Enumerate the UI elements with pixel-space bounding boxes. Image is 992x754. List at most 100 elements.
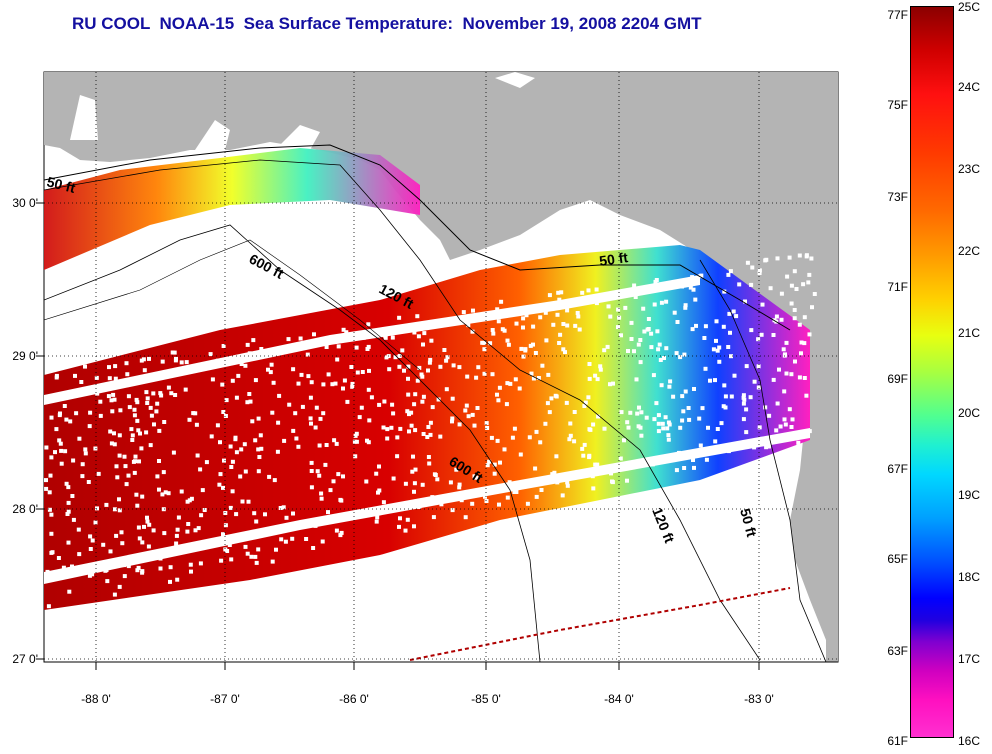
no-data-pixel (239, 447, 244, 452)
no-data-pixel (561, 322, 566, 326)
no-data-pixel (519, 346, 524, 351)
no-data-pixel (132, 413, 137, 418)
no-data-pixel (112, 592, 117, 597)
no-data-pixel (256, 416, 261, 421)
no-data-pixel (611, 381, 615, 386)
no-data-pixel (410, 469, 415, 474)
no-data-pixel (638, 360, 643, 365)
no-data-pixel (395, 454, 400, 459)
no-data-pixel (354, 431, 359, 436)
no-data-pixel (83, 364, 87, 369)
no-data-pixel (366, 387, 371, 392)
no-data-pixel (752, 379, 757, 384)
no-data-pixel (243, 363, 248, 368)
no-data-pixel (248, 399, 253, 404)
no-data-pixel (139, 446, 144, 451)
no-data-pixel (741, 393, 746, 398)
no-data-pixel (221, 485, 225, 490)
no-data-pixel (623, 305, 628, 310)
no-data-pixel (602, 348, 607, 353)
no-data-pixel (215, 358, 220, 363)
no-data-pixel (88, 534, 93, 539)
no-data-pixel (234, 512, 239, 517)
no-data-pixel (132, 470, 137, 475)
no-data-pixel (485, 463, 490, 468)
no-data-pixel (151, 528, 156, 533)
no-data-pixel (179, 360, 184, 365)
no-data-pixel (779, 291, 784, 296)
contour-50ft-east (699, 259, 827, 662)
no-data-pixel (797, 253, 802, 258)
no-data-pixel (125, 372, 130, 377)
no-data-pixel (749, 282, 754, 287)
no-data-pixel (405, 517, 410, 522)
no-data-pixel (286, 345, 291, 350)
no-data-pixel (334, 441, 339, 446)
no-data-pixel (668, 379, 673, 384)
no-data-pixel (338, 497, 343, 502)
no-data-pixel (505, 495, 510, 500)
no-data-pixel (256, 469, 261, 474)
no-data-pixel (764, 257, 769, 262)
no-data-pixel (374, 519, 379, 524)
no-data-pixel (228, 444, 233, 449)
no-data-pixel (764, 445, 769, 450)
no-data-pixel (470, 329, 475, 334)
no-data-pixel (674, 468, 679, 473)
no-data-pixel (67, 589, 72, 594)
no-data-pixel (187, 417, 192, 422)
no-data-pixel (463, 515, 468, 520)
no-data-pixel (690, 327, 695, 332)
no-data-pixel (521, 354, 526, 359)
no-data-pixel (274, 547, 278, 552)
colorbar-c-label: 18C (958, 570, 981, 584)
no-data-pixel (457, 365, 462, 370)
no-data-pixel (350, 381, 355, 386)
no-data-pixel (706, 425, 710, 430)
no-data-pixel (254, 560, 259, 565)
no-data-pixel (421, 432, 426, 436)
no-data-pixel (726, 272, 731, 277)
no-data-pixel (397, 354, 402, 358)
no-data-pixel (385, 427, 390, 432)
no-data-pixel (681, 409, 686, 414)
no-data-pixel (807, 429, 812, 434)
no-data-pixel (147, 356, 151, 361)
no-data-pixel (124, 361, 129, 366)
no-data-pixel (688, 285, 693, 290)
no-data-pixel (148, 405, 153, 410)
no-data-pixel (594, 287, 599, 292)
no-data-pixel (593, 373, 598, 378)
no-data-pixel (756, 364, 761, 369)
no-data-pixel (774, 428, 779, 433)
no-data-pixel (663, 415, 668, 420)
no-data-pixel (457, 482, 462, 487)
no-data-pixel (168, 565, 173, 570)
no-data-pixel (112, 431, 116, 436)
no-data-pixel (365, 438, 369, 443)
no-data-pixel (74, 411, 79, 416)
no-data-pixel (318, 416, 323, 421)
no-data-pixel (802, 315, 807, 320)
no-data-pixel (544, 338, 549, 343)
no-data-pixel (783, 422, 788, 427)
lon-label: -86 0' (339, 692, 369, 706)
no-data-pixel (275, 449, 280, 454)
no-data-pixel (540, 363, 545, 368)
no-data-pixel (450, 396, 455, 401)
no-data-pixel (756, 337, 761, 342)
no-data-pixel (230, 378, 235, 383)
no-data-pixel (59, 461, 64, 466)
no-data-pixel (272, 478, 277, 483)
no-data-pixel (625, 420, 630, 425)
no-data-pixel (429, 338, 434, 343)
no-data-pixel (771, 377, 776, 382)
no-data-pixel (577, 327, 582, 332)
no-data-pixel (187, 545, 192, 549)
no-data-pixel (777, 367, 781, 372)
no-data-pixel (44, 486, 49, 491)
no-data-pixel (659, 383, 664, 388)
no-data-pixel (185, 499, 190, 504)
no-data-pixel (161, 507, 166, 512)
no-data-pixel (495, 307, 500, 312)
